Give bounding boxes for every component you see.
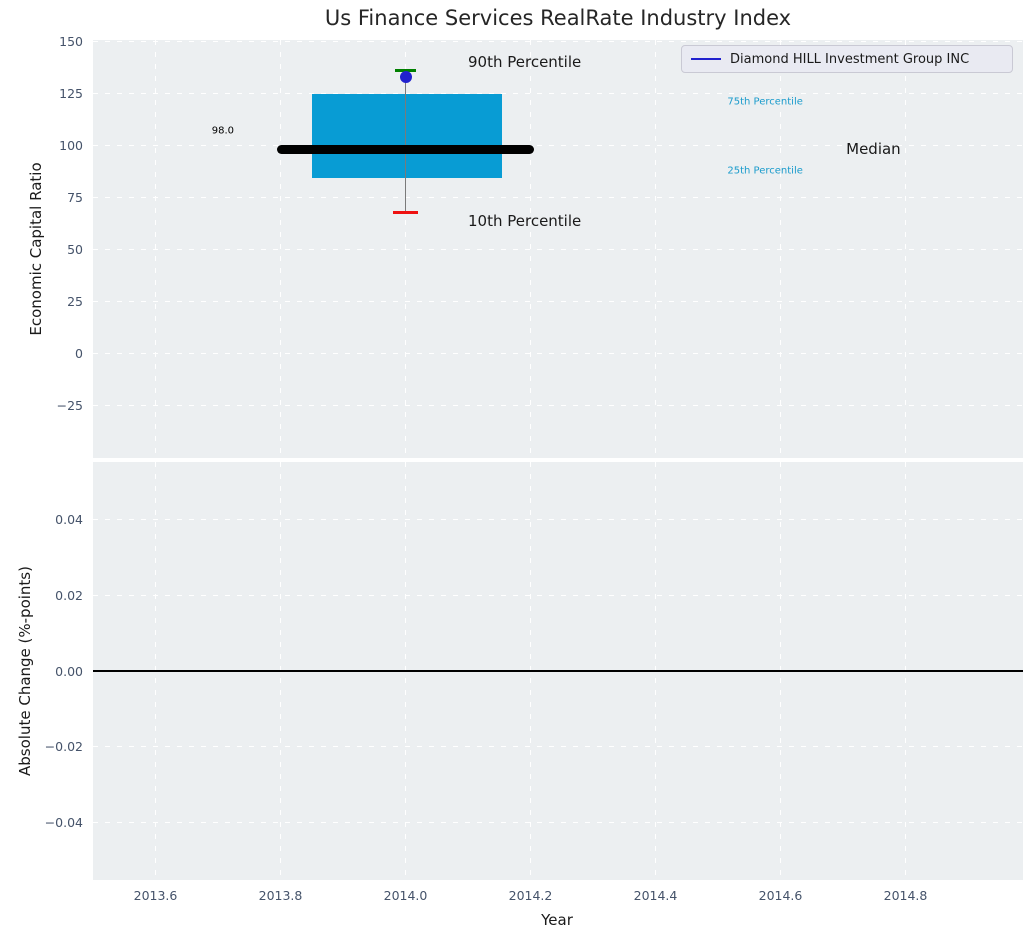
x-gridline — [154, 40, 157, 458]
x-gridline — [904, 40, 907, 458]
y-gridline — [93, 746, 1023, 748]
legend: Diamond HILL Investment Group INC — [681, 45, 1013, 73]
x-gridline — [654, 40, 657, 458]
annotation: 25th Percentile — [727, 165, 803, 177]
x-tick-label: 2013.6 — [133, 888, 178, 903]
y-gridline — [93, 40, 1023, 42]
x-tick-label: 2014.0 — [383, 888, 428, 903]
annotation: 90th Percentile — [468, 53, 582, 72]
median-line — [277, 145, 534, 155]
y-gridline — [93, 301, 1023, 303]
x-tick-label: 2014.8 — [883, 888, 928, 903]
y-tick-label: 75 — [67, 190, 83, 206]
x-gridline — [404, 40, 407, 458]
y-gridline — [93, 196, 1023, 199]
y-tick-label: 0.02 — [55, 587, 83, 603]
y-tick-label: −25 — [56, 398, 83, 414]
p90-cap — [395, 69, 416, 72]
x-gridline — [779, 40, 782, 458]
legend-line-swatch — [691, 57, 721, 61]
legend-label: Diamond HILL Investment Group INC — [730, 51, 970, 67]
x-gridline — [529, 40, 532, 458]
y-tick-label: 100 — [59, 137, 83, 153]
y-tick-label: 0 — [75, 346, 83, 362]
chart-title: Us Finance Services RealRate Industry In… — [324, 6, 792, 30]
y-tick-label: −0.02 — [44, 739, 83, 755]
y-tick-label: −0.04 — [44, 814, 83, 830]
annotation: 10th Percentile — [468, 212, 582, 231]
annotation: 75th Percentile — [727, 96, 803, 108]
x-tick-label: 2013.8 — [258, 888, 303, 903]
company-marker — [399, 70, 412, 83]
zero-line — [93, 670, 1023, 672]
y-gridline — [93, 144, 1023, 147]
y-tick-label: 150 — [59, 33, 83, 49]
y-gridline — [93, 405, 1023, 407]
y-tick-label: 125 — [59, 85, 83, 101]
x-gridline — [279, 40, 282, 458]
box-iqr — [311, 94, 503, 178]
y-gridline — [93, 353, 1023, 355]
y-gridline — [93, 92, 1023, 94]
y-tick-label: 25 — [67, 294, 83, 310]
y-tick-label: 0.04 — [55, 512, 83, 528]
p10-cap — [393, 210, 418, 214]
bottom-axes — [93, 462, 1023, 880]
whisker — [404, 70, 407, 213]
y-gridline — [93, 821, 1023, 824]
y-tick-label: 50 — [67, 242, 83, 258]
y-tick-label: 0.00 — [55, 663, 83, 679]
y-gridline — [93, 594, 1023, 596]
x-tick-label: 2014.2 — [508, 888, 553, 903]
annotation: 98.0 — [211, 125, 235, 137]
x-axis-label: Year — [541, 911, 573, 929]
x-tick-label: 2014.6 — [758, 888, 803, 903]
x-tick-label: 2014.4 — [633, 888, 678, 903]
top-axes: 90th Percentile 10th Percentile 75th Perce… — [93, 40, 1023, 458]
annotation: Median — [846, 139, 901, 158]
y-gridline — [93, 518, 1023, 521]
y-gridline — [93, 249, 1023, 251]
